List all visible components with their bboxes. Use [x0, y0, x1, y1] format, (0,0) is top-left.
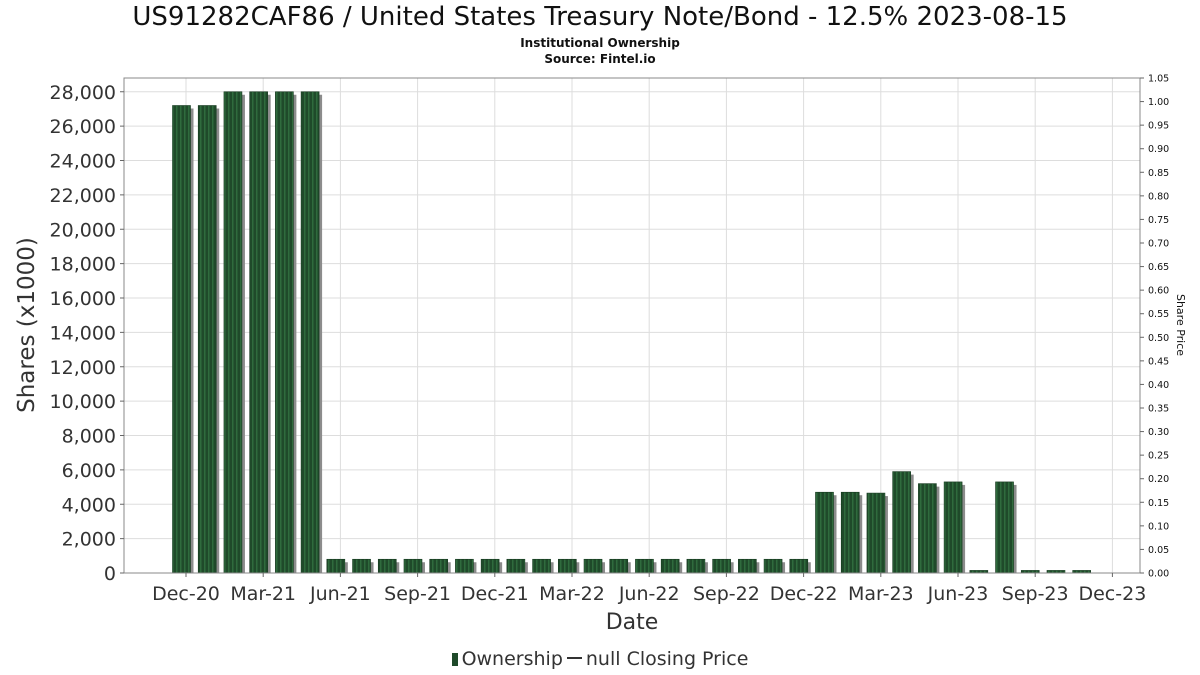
y2-tick-label: 1.00 — [1148, 97, 1169, 108]
y2-tick-label: 0.50 — [1148, 333, 1169, 344]
x-tick-label: Mar-23 — [848, 583, 914, 605]
y2-tick-label: 0.85 — [1148, 168, 1169, 179]
y-tick-label: 14,000 — [50, 322, 116, 344]
x-tick-label: Jun-23 — [927, 583, 989, 605]
chart-title: US91282CAF86 / United States Treasury No… — [132, 2, 1068, 32]
y2-tick-label: 0.70 — [1148, 239, 1169, 250]
y-tick-label: 6,000 — [62, 460, 116, 482]
ownership-bar — [635, 558, 654, 574]
ownership-bar — [738, 558, 757, 574]
ownership-bar — [532, 558, 551, 574]
legend-ownership-label: Ownership — [461, 648, 563, 670]
y-tick-label: 0 — [104, 563, 116, 585]
ownership-bar — [918, 483, 937, 574]
x-tick-label: Sep-22 — [693, 583, 760, 605]
y-tick-label: 12,000 — [50, 357, 116, 379]
y2-tick-label: 0.25 — [1148, 451, 1169, 462]
x-tick-label: Jun-21 — [309, 583, 371, 605]
ownership-bar — [506, 558, 526, 574]
y2-tick-label: 0.15 — [1148, 498, 1169, 509]
x-tick-label: Mar-22 — [539, 583, 605, 605]
y2-axis-label: Share Price — [1174, 294, 1187, 356]
x-tick-label: Dec-20 — [152, 583, 220, 605]
x-tick-label: Sep-23 — [1002, 583, 1069, 605]
legend-price-label: null Closing Price — [585, 648, 749, 670]
y2-tick-label: 0.30 — [1148, 427, 1169, 438]
y2-tick-label: 0.40 — [1148, 380, 1169, 391]
y2-tick-label: 0.60 — [1148, 286, 1169, 297]
ownership-bar — [763, 558, 783, 574]
ownership-bar — [557, 558, 577, 574]
ownership-bar — [866, 492, 886, 574]
y2-tick-label: 0.80 — [1148, 191, 1169, 202]
y2-tick-label: 0.90 — [1148, 144, 1169, 155]
y-tick-label: 20,000 — [50, 219, 116, 241]
y2-tick-label: 0.75 — [1148, 215, 1169, 226]
y-axis-label: Shares (x1000) — [14, 237, 40, 413]
y-tick-label: 8,000 — [62, 426, 116, 448]
ownership-bar — [223, 91, 243, 574]
y2-tick-label: 1.05 — [1148, 74, 1169, 85]
x-tick-label: Sep-21 — [384, 583, 451, 605]
y-tick-label: 24,000 — [50, 151, 116, 173]
chart-source: Source: Fintel.io — [544, 52, 656, 66]
ownership-bar — [352, 558, 371, 574]
ownership-bar — [300, 91, 320, 574]
x-tick-label: Dec-21 — [461, 583, 529, 605]
y-tick-label: 10,000 — [50, 391, 116, 413]
y-tick-label: 4,000 — [62, 494, 116, 516]
ownership-bar — [429, 558, 449, 574]
ownership-bar — [377, 558, 397, 574]
chart-legend: Ownership null Closing Price — [0, 648, 1200, 670]
x-tick-label: Mar-21 — [230, 583, 296, 605]
x-tick-label: Jun-22 — [618, 583, 680, 605]
ownership-bar — [197, 105, 217, 574]
ownership-bar — [455, 558, 474, 574]
y2-tick-label: 0.05 — [1148, 545, 1169, 556]
ownership-bar — [815, 491, 834, 574]
ownership-bar — [712, 558, 731, 574]
ownership-bar — [172, 105, 191, 574]
y-tick-label: 28,000 — [50, 82, 116, 104]
ownership-bar — [943, 481, 963, 574]
ownership-legend-swatch — [451, 653, 458, 666]
y2-tick-label: 0.20 — [1148, 474, 1169, 485]
y-tick-label: 18,000 — [50, 254, 116, 276]
y2-tick-label: 0.95 — [1148, 121, 1169, 132]
y2-tick-label: 0.65 — [1148, 262, 1169, 273]
ownership-bar — [326, 558, 346, 574]
ownership-bar — [789, 558, 809, 574]
ownership-bar — [995, 481, 1014, 574]
x-tick-label: Dec-22 — [770, 583, 838, 605]
y2-tick-label: 0.35 — [1148, 404, 1169, 415]
ownership-bar — [275, 91, 294, 574]
y2-tick-label: 0.10 — [1148, 521, 1169, 532]
x-axis-label: Date — [606, 610, 659, 635]
y2-tick-label: 0.55 — [1148, 309, 1169, 320]
plot-border — [123, 77, 1141, 574]
ownership-bar — [480, 558, 500, 574]
ownership-bar — [583, 558, 603, 574]
ownership-bar — [686, 558, 706, 574]
y-tick-label: 2,000 — [62, 529, 116, 551]
ownership-bar — [249, 91, 268, 574]
ownership-bar — [840, 491, 860, 574]
y2-tick-label: 0.45 — [1148, 356, 1169, 367]
y2-tick-label: 0.00 — [1148, 569, 1169, 580]
y-tick-label: 26,000 — [50, 116, 116, 138]
x-tick-label: Dec-23 — [1078, 583, 1146, 605]
price-legend-line — [566, 657, 582, 659]
ownership-bar — [609, 558, 629, 574]
ownership-bar — [403, 558, 423, 574]
y-tick-label: 22,000 — [50, 185, 116, 207]
y-tick-label: 16,000 — [50, 288, 116, 310]
ownership-bar — [892, 471, 911, 574]
chart-subtitle: Institutional Ownership — [520, 36, 680, 50]
ownership-bar — [660, 558, 680, 574]
